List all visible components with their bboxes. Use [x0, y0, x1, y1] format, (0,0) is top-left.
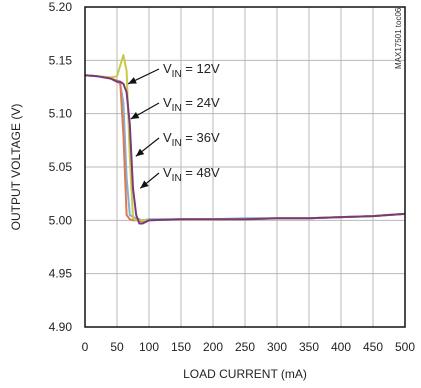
grid [85, 7, 405, 327]
y-axis-label: OUTPUT VOLTAGE (V) [9, 104, 23, 231]
y-tick-label-4: 5.10 [49, 107, 73, 121]
annotation-arrowhead-3 [140, 180, 149, 189]
y-tick-labels: 4.90 4.95 5.00 5.05 5.10 5.15 5.20 [49, 0, 73, 334]
y-tick-label-0: 4.90 [49, 320, 73, 334]
y-tick-label-2: 5.00 [49, 213, 73, 227]
y-tick-label-3: 5.05 [49, 160, 73, 174]
annotation-label-3: VIN = 48V [163, 165, 220, 184]
x-tick-label-5: 250 [235, 340, 255, 354]
x-tick-label-3: 150 [171, 340, 191, 354]
annotation-label-0: VIN = 12V [163, 61, 220, 80]
x-tick-label-7: 350 [299, 340, 319, 354]
y-tick-label-1: 4.95 [49, 267, 73, 281]
y-tick-label-5: 5.15 [49, 53, 73, 67]
x-tick-label-2: 100 [139, 340, 159, 354]
annotation-label-1: VIN = 24V [163, 95, 220, 114]
x-tick-label-6: 300 [267, 340, 287, 354]
plot-frame [84, 6, 406, 328]
figure-id-watermark: MAX17501 toc06 [394, 7, 403, 69]
y-tick-label-6: 5.20 [49, 0, 73, 14]
x-tick-label-4: 200 [203, 340, 223, 354]
x-tick-label-1: 50 [110, 340, 124, 354]
x-tick-label-9: 450 [363, 340, 383, 354]
annotation-arrowhead-0 [128, 77, 137, 84]
x-tick-label-10: 500 [395, 340, 415, 354]
series-lines [84, 54, 406, 225]
x-tick-label-0: 0 [82, 340, 89, 354]
x-axis-label: LOAD CURRENT (mA) [183, 367, 307, 381]
annotation-arrowhead-2 [135, 148, 145, 157]
x-tick-labels: 0 50 100 150 200 250 300 350 400 450 500 [82, 340, 416, 354]
series-line-3 [84, 74, 406, 225]
annotation-arrowhead-1 [130, 112, 140, 119]
x-tick-label-8: 400 [331, 340, 351, 354]
annotation-label-2: VIN = 36V [163, 130, 220, 149]
annotations: VIN = 12V VIN = 24V VIN = 36V VIN = 48V [127, 61, 220, 189]
